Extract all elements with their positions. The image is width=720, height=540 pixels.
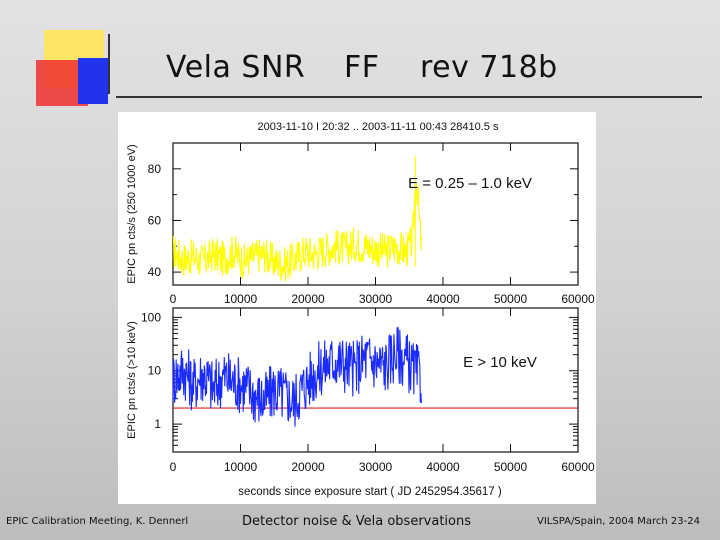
- y-axis-label: EPIC pn cts/s (250 1000 eV): [126, 144, 138, 283]
- x-tick-label: 40000: [426, 292, 460, 306]
- footer-location-date: VILSPA/Spain, 2004 March 23-24: [537, 516, 700, 527]
- footer-meeting: EPIC Calibration Meeting, K. Dennerl: [6, 516, 189, 527]
- y-tick-label: 1: [154, 417, 161, 431]
- footer-topic: Detector noise & Vela observations: [242, 514, 472, 529]
- x-tick-label: 30000: [359, 460, 393, 474]
- x-tick-label: 60000: [561, 460, 595, 474]
- panel-soft-band: 0 10000 20000 30000 40000 50000 60000 40 60 80 EPI…: [126, 142, 595, 306]
- y-tick-label: 10: [148, 364, 162, 378]
- x-tick-label: 0: [170, 460, 177, 474]
- decor-blue-square: [78, 58, 108, 104]
- energy-band-annotation: E = 0.25 – 1.0 keV: [408, 175, 532, 192]
- x-tick-label: 50000: [494, 292, 528, 306]
- y-tick-label: 100: [141, 310, 161, 324]
- slide-title-revolution: rev 718b: [420, 50, 558, 85]
- y-tick-label: 40: [148, 265, 162, 279]
- x-tick-label: 0: [170, 292, 177, 306]
- x-axis-label: seconds since exposure start ( JD 245295…: [238, 486, 502, 498]
- figure-header: 2003-11-10 I 20:32 .. 2003-11-11 00:43 2…: [258, 121, 499, 133]
- x-tick-label: 20000: [291, 292, 325, 306]
- y-tick-label: 60: [148, 213, 162, 227]
- decor-horizontal-line: [116, 96, 702, 98]
- x-tick-label: 10000: [224, 292, 258, 306]
- energy-band-annotation: E > 10 keV: [463, 354, 537, 371]
- x-tick-label: 30000: [359, 292, 393, 306]
- decor-vertical-line: [108, 34, 110, 94]
- y-axis-label: EPIC pn cts/s (>10 keV): [126, 321, 138, 439]
- data-line: [172, 155, 422, 282]
- slide-title-mode: FF: [344, 50, 380, 85]
- y-tick-label: 80: [148, 162, 162, 176]
- panel-hard-band: 0 10000 20000 30000 40000 50000 60000 1 10 100EPI…: [126, 307, 595, 474]
- data-line: [172, 327, 422, 427]
- slide-title-object: Vela SNR: [166, 50, 306, 85]
- x-tick-label: 60000: [561, 292, 595, 306]
- x-tick-label: 10000: [224, 460, 258, 474]
- x-tick-label: 20000: [291, 460, 325, 474]
- x-tick-label: 40000: [426, 460, 460, 474]
- x-tick-label: 50000: [494, 460, 528, 474]
